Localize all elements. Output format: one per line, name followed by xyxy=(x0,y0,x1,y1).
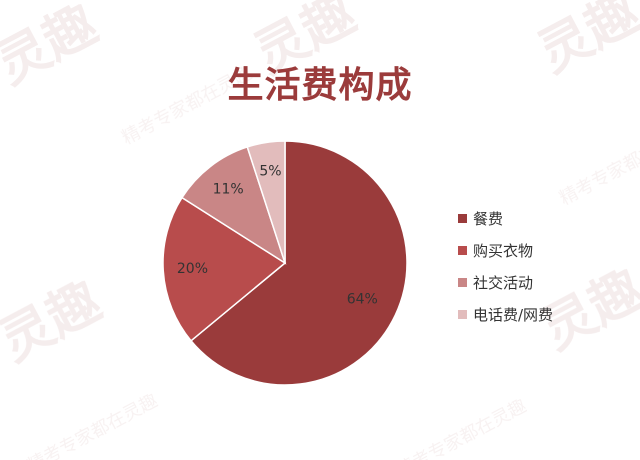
legend-item: 购买衣物 xyxy=(458,239,618,262)
legend-item: 餐费 xyxy=(458,207,618,230)
chart-legend: 餐费购买衣物社交活动电话费/网费 xyxy=(458,207,618,335)
legend-swatch xyxy=(458,310,467,319)
pie-labels: 64% 20% 11% 5% xyxy=(177,163,378,307)
chart-title: 生活费构成 xyxy=(227,65,413,106)
legend-swatch xyxy=(458,246,467,255)
pie-slice-1 xyxy=(189,140,408,386)
pie-data-label: 5% xyxy=(259,163,281,179)
legend-label: 社交活动 xyxy=(473,274,534,292)
legend-label: 购买衣物 xyxy=(473,242,534,260)
pie-slices xyxy=(162,140,408,386)
pie-data-label: 20% xyxy=(177,261,208,277)
pie-data-label: 64% xyxy=(347,291,378,307)
legend-item: 社交活动 xyxy=(458,271,618,294)
pie-slice-3 xyxy=(180,146,287,265)
pie-slice-4 xyxy=(246,140,286,264)
legend-swatch xyxy=(458,214,467,223)
legend-swatch xyxy=(458,278,467,287)
legend-item: 电话费/网费 xyxy=(458,303,618,326)
legend-label: 餐费 xyxy=(473,210,504,228)
pie-slice-2 xyxy=(162,196,287,342)
pie-data-label: 11% xyxy=(213,182,244,198)
legend-label: 电话费/网费 xyxy=(473,306,554,324)
